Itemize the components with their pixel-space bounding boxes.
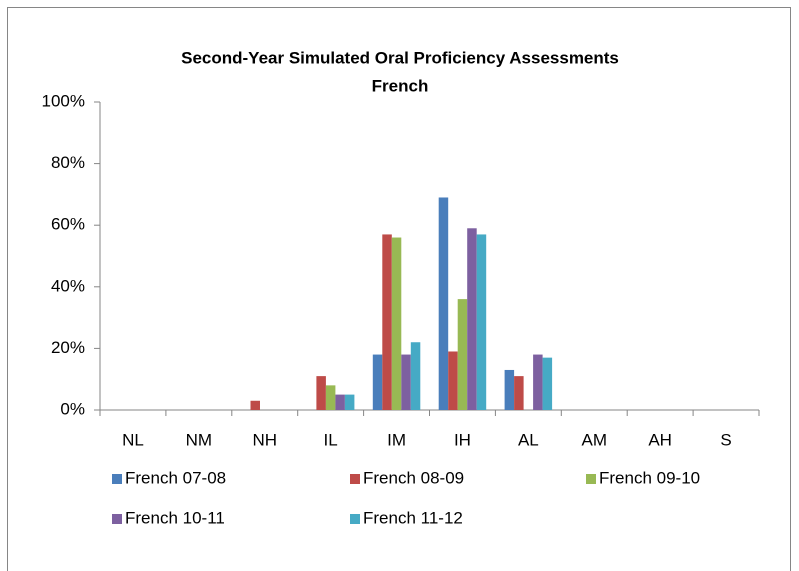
legend-swatch — [350, 514, 360, 524]
bar — [514, 376, 524, 410]
legend-swatch — [586, 474, 596, 484]
x-tick-label: NL — [122, 430, 144, 449]
x-tick-label: AH — [648, 430, 672, 449]
bar — [476, 234, 487, 410]
bar — [316, 376, 326, 410]
bar — [382, 234, 392, 410]
legend-label: French 08-09 — [363, 468, 464, 487]
y-tick-label: 20% — [51, 338, 85, 357]
x-tick-label: IL — [324, 430, 338, 449]
chart-subtitle: French — [372, 76, 429, 95]
bar — [438, 197, 449, 410]
bar — [401, 354, 411, 410]
bar — [467, 228, 477, 410]
bar — [410, 342, 421, 410]
x-tick-label: S — [720, 430, 731, 449]
y-tick-label: 60% — [51, 215, 85, 234]
y-tick-label: 80% — [51, 153, 85, 172]
bar — [448, 351, 458, 410]
legend-swatch — [112, 474, 122, 484]
bar — [335, 394, 345, 410]
y-tick-label: 40% — [51, 276, 85, 295]
bar — [325, 385, 336, 410]
bar — [250, 400, 260, 410]
bar — [344, 394, 355, 410]
bar — [391, 237, 402, 410]
y-tick-label: 0% — [60, 399, 85, 418]
x-tick-label: IH — [454, 430, 471, 449]
x-tick-label: NH — [252, 430, 277, 449]
x-tick-label: AM — [582, 430, 608, 449]
bar — [457, 299, 468, 410]
legend-label: French 11-12 — [363, 508, 463, 527]
bar — [372, 354, 383, 410]
legend-swatch — [350, 474, 360, 484]
x-tick-label: AL — [518, 430, 539, 449]
chart-title: Second-Year Simulated Oral Proficiency A… — [181, 48, 619, 67]
x-tick-label: IM — [387, 430, 406, 449]
bar — [533, 354, 543, 410]
legend-label: French 10-11 — [125, 508, 225, 527]
x-tick-label: NM — [186, 430, 212, 449]
legend-label: French 09-10 — [599, 468, 700, 487]
bar — [542, 357, 553, 410]
bar — [504, 369, 515, 410]
legend-swatch — [112, 514, 122, 524]
y-tick-label: 100% — [42, 91, 85, 110]
legend-label: French 07-08 — [125, 468, 226, 487]
